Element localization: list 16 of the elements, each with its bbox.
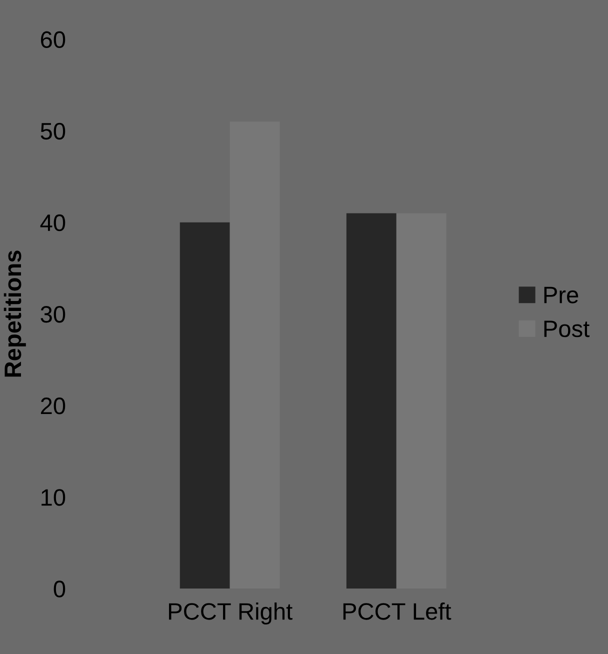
bar xyxy=(346,213,396,589)
x-tick-label: PCCT Left xyxy=(343,602,452,620)
y-tick-label: 10 xyxy=(42,489,66,506)
legend-label: Post xyxy=(544,320,590,338)
x-tick-label: PCCT Right xyxy=(169,602,292,624)
y-tick-label: 20 xyxy=(40,398,66,414)
bar xyxy=(180,222,230,589)
y-tick-label: 40 xyxy=(40,214,66,232)
bar xyxy=(396,213,446,589)
y-tick-label: 30 xyxy=(40,306,66,323)
bar xyxy=(230,122,280,589)
y-tick-label: 0 xyxy=(54,580,66,598)
y-axis-title: Repetitions xyxy=(4,250,26,377)
legend-label: Pre xyxy=(544,286,578,304)
y-tick-label: 60 xyxy=(40,31,66,48)
y-tick-label: 50 xyxy=(40,122,66,140)
